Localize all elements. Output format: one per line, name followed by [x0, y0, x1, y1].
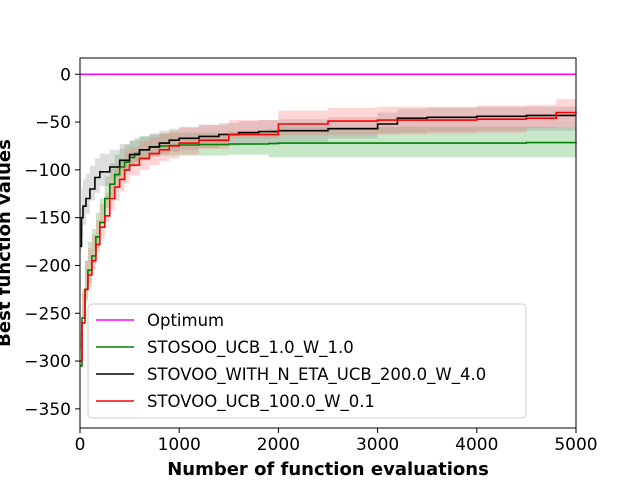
y-axis: 0 −50 −100 −150 −200 −250 −300 −350	[24, 65, 80, 420]
series-line-3	[80, 111, 577, 362]
y-tick-label: −200	[24, 256, 71, 276]
legend-label: Optimum	[147, 311, 224, 330]
y-tick-label: −50	[35, 113, 71, 133]
legend-box	[87, 303, 527, 419]
series-band-2	[80, 106, 576, 285]
series-line-2	[80, 114, 576, 248]
legend: Optimum STOSOO_UCB_1.0_W_1.0 STOVOO_WITH_N…	[87, 303, 527, 419]
y-tick-label: −350	[24, 400, 71, 420]
y-tick-label: −300	[24, 352, 71, 372]
x-tick-label: 0	[75, 435, 86, 455]
legend-label: STOVOO_UCB_100.0_W_0.1	[147, 392, 375, 412]
series-lines	[80, 73, 577, 367]
y-tick-label: 0	[60, 65, 71, 85]
legend-label: STOVOO_WITH_N_ETA_UCB_200.0_W_4.0	[147, 365, 486, 385]
x-axis-title: Number of function evaluations	[167, 459, 489, 480]
y-tick-label: −100	[24, 161, 71, 181]
series-band-3	[80, 98, 576, 390]
x-tick-label: 4000	[455, 435, 498, 455]
series-line-1	[80, 141, 577, 367]
x-tick-label: 2000	[257, 435, 300, 455]
x-tick-label: 1000	[158, 435, 201, 455]
x-axis: 0 1000 2000 3000 4000 5000	[75, 428, 598, 455]
plot-frame	[79, 57, 577, 429]
x-tick-label: 3000	[356, 435, 399, 455]
y-tick-label: −150	[24, 209, 71, 229]
series-band-1	[80, 126, 576, 390]
x-tick-label: 5000	[554, 435, 597, 455]
y-axis-title: Best function values	[0, 139, 15, 347]
legend-label: STOSOO_UCB_1.0_W_1.0	[147, 338, 354, 358]
confidence-bands	[80, 98, 576, 390]
y-tick-label: −250	[24, 304, 71, 324]
